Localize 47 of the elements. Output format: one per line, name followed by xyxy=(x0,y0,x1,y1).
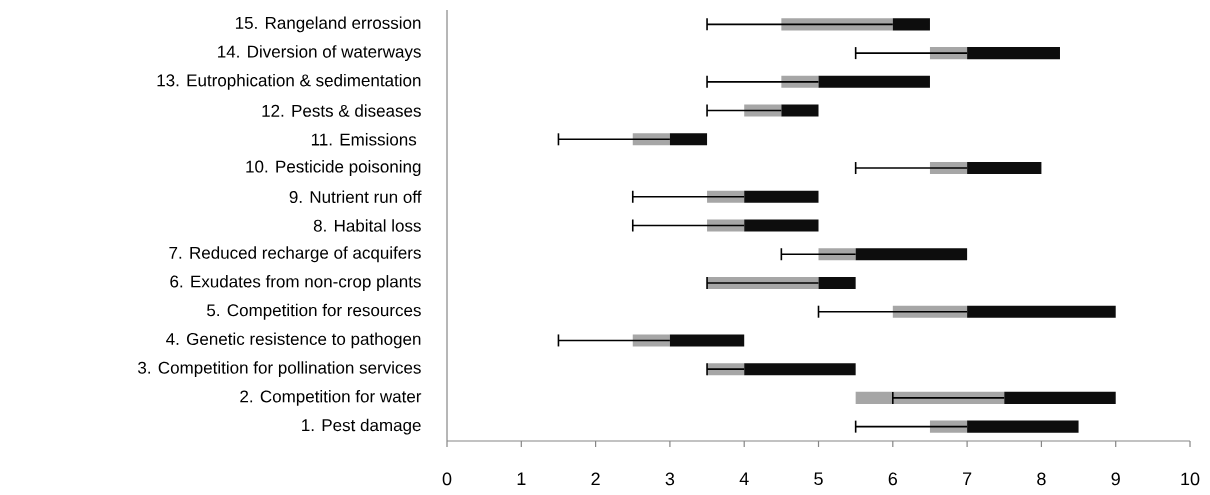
bar xyxy=(632,133,670,146)
y-tick-label: 1. Pest damage xyxy=(302,418,421,435)
bar xyxy=(669,133,708,146)
x-tick-label: 4 xyxy=(739,472,749,485)
bar xyxy=(632,334,670,347)
bar xyxy=(967,305,1116,318)
y-tick-label: 13. Eutrophication & sedimentation xyxy=(157,73,421,90)
bar xyxy=(967,162,1042,175)
y-tick-label: 3. Competition for pollination services xyxy=(138,361,421,378)
y-tick-label: 14. Diversion of waterways xyxy=(218,45,421,62)
y-tick-label: 2. Competition for water xyxy=(240,389,422,406)
bar xyxy=(967,47,1060,60)
bar xyxy=(707,219,745,232)
y-tick-label: 9. Nutrient run off xyxy=(289,190,422,204)
bar xyxy=(1004,391,1116,404)
y-tick-label: 8. Habital loss xyxy=(313,219,421,232)
y-tick-label: 12. Pests & diseases xyxy=(262,104,421,117)
x-tick-label: 8 xyxy=(1037,472,1046,486)
bar xyxy=(929,420,968,433)
y-tick-label: 10. Pesticide poisoning xyxy=(246,160,421,176)
bar xyxy=(744,104,782,117)
bar xyxy=(967,420,1079,433)
bar xyxy=(892,18,930,31)
bar xyxy=(818,75,930,88)
x-tick-label: 7 xyxy=(963,472,972,485)
bar xyxy=(781,104,819,117)
x-tick-label: 2 xyxy=(591,472,600,486)
x-tick-label: 5 xyxy=(814,472,823,486)
x-tick-label: 0 xyxy=(442,472,452,486)
y-tick-label: 15. Rangeland errossion xyxy=(235,16,421,33)
y-tick-label: 7. Reduced recharge of acquifers xyxy=(169,246,421,263)
y-tick-label: 11. Emissions xyxy=(311,133,417,146)
bar xyxy=(669,334,745,347)
y-tick-label: 5. Competition for resources xyxy=(207,303,421,320)
bar xyxy=(744,219,819,232)
bar xyxy=(744,363,856,376)
bar xyxy=(818,276,856,289)
x-tick-label: 6 xyxy=(888,472,898,486)
bar xyxy=(744,190,819,203)
bar xyxy=(855,248,968,261)
x-tick-label: 1 xyxy=(517,472,526,485)
bar xyxy=(781,18,893,31)
x-tick-label: 9 xyxy=(1111,472,1120,486)
y-tick-label: 6. Exudates from non-crop plants xyxy=(170,275,421,291)
x-tick-label: 3 xyxy=(665,472,675,486)
y-tick-label: 4. Genetic resistence to pathogen xyxy=(166,332,421,349)
x-tick-label: 10 xyxy=(1181,472,1200,486)
